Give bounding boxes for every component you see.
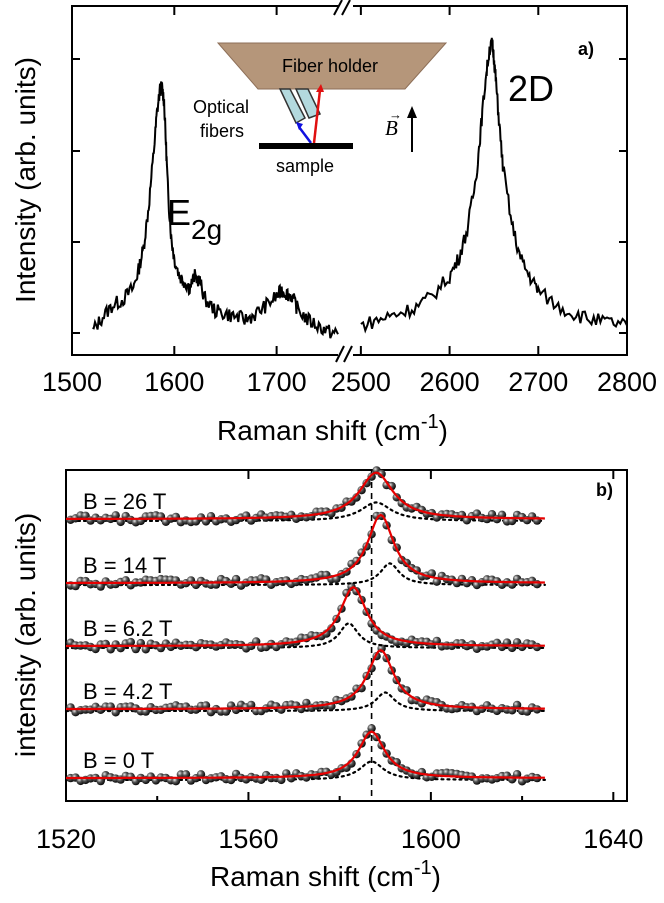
panel-a-label: a) — [578, 39, 594, 59]
x-tick-label-1640: 1640 — [583, 824, 643, 854]
b-field-arrowhead — [407, 106, 417, 118]
fiber-holder-block — [216, 42, 448, 90]
optical-fibers-label-line2: fibers — [200, 121, 244, 141]
incident-arrowhead — [296, 122, 303, 130]
sample-label: sample — [276, 156, 334, 176]
spectrum-line-1 — [360, 37, 628, 334]
fit-curve-3 — [66, 513, 545, 585]
data-point — [512, 770, 522, 779]
panel-b-y-axis-title: intensity (arb. units) — [10, 513, 41, 757]
setup-inset: Fiber holder sample Optical fibers B → — [193, 42, 448, 176]
data-point — [327, 624, 336, 633]
panel-b-series: B = 0 T B = 4.2 T B = 6.2 T B = 14 T B = 26 … — [64, 466, 547, 786]
x-tick-label-1560: 1560 — [218, 824, 278, 854]
scattered-beam — [312, 89, 322, 144]
bottom-axis-break — [335, 345, 353, 363]
x-tick-label-1600: 1600 — [144, 367, 204, 397]
series-label-4: B = 26 T — [83, 489, 166, 514]
data-point — [367, 619, 376, 628]
fit-curve-1 — [66, 648, 545, 711]
panel-b: 1520 1560 1600 1640 B = 0 T B = 4.2 T B = 6.2… — [10, 466, 643, 892]
x-tick-label-1500: 1500 — [42, 367, 102, 397]
data-point — [141, 645, 150, 654]
panel-a-y-ticks — [72, 58, 627, 334]
sample-bar — [259, 143, 353, 149]
data-point — [512, 700, 522, 710]
fit-curve-4 — [66, 471, 545, 521]
x-tick-label-2800: 2800 — [597, 367, 657, 397]
panel-b-label: b) — [596, 480, 613, 500]
series-label-2: B = 6.2 T — [83, 616, 172, 641]
series-label-1: B = 4.2 T — [83, 679, 172, 704]
data-point — [111, 511, 120, 520]
scattered-arrowhead — [316, 84, 324, 92]
x-tick-label-2700: 2700 — [508, 367, 568, 397]
top-axis-break — [333, 0, 351, 16]
x-tick-label-2500: 2500 — [331, 367, 391, 397]
panel-a-spectra — [92, 37, 628, 339]
panel-b-x-axis-title: Raman shift (cm-1) — [210, 857, 441, 892]
b-field-label: B — [385, 116, 398, 140]
data-point — [96, 582, 105, 591]
series-label-0: B = 0 T — [83, 748, 154, 773]
fiber-left — [278, 88, 307, 125]
panel-a: 1500 1600 1700 2500 2600 2700 2800 Intensity (… — [10, 0, 657, 446]
data-point — [377, 469, 386, 479]
data-point — [181, 770, 191, 779]
panel-b-frame — [65, 469, 628, 802]
data-point — [131, 644, 140, 654]
fit-curve-0 — [66, 730, 545, 780]
data-point — [231, 574, 241, 584]
data-point — [126, 637, 135, 647]
panel-a-y-axis-title: Intensity (arb. units) — [10, 57, 41, 303]
fiber-holder-label: Fiber holder — [282, 56, 378, 76]
data-point — [247, 700, 256, 710]
x-tick-label-1520: 1520 — [36, 824, 96, 854]
twod-label: 2D — [508, 68, 554, 109]
fit-curve-2 — [66, 585, 545, 648]
spectrum-line-0 — [92, 81, 339, 339]
x-tick-label-1600: 1600 — [401, 824, 461, 854]
x-tick-label-2600: 2600 — [420, 367, 480, 397]
incident-beam — [298, 126, 312, 144]
data-point — [367, 724, 376, 733]
panel-b-x-ticks: 1520 1560 1600 1640 — [36, 470, 643, 854]
data-point — [171, 777, 181, 786]
data-point — [196, 770, 206, 779]
fiber-right — [294, 88, 322, 119]
series-label-3: B = 14 T — [83, 553, 166, 578]
optical-fibers-label-line1: Optical — [193, 97, 249, 117]
e2g-label: E2g — [167, 192, 222, 245]
data-point — [532, 580, 542, 589]
x-tick-label-1700: 1700 — [247, 367, 307, 397]
panel-a-x-axis-title: Raman shift (cm-1) — [217, 411, 448, 446]
data-point — [352, 493, 361, 502]
component-dotted-3 — [64, 562, 547, 587]
data-point — [532, 642, 542, 652]
b-field-vector-mark: → — [389, 107, 402, 122]
panel-a-x-ticks: 1500 1600 1700 2500 2600 2700 2800 — [42, 6, 657, 397]
data-point — [432, 577, 441, 586]
